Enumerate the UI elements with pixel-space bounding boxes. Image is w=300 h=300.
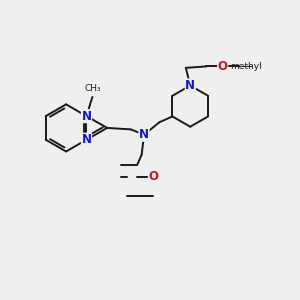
Text: N: N <box>139 128 149 141</box>
Text: CH₃: CH₃ <box>84 85 101 94</box>
Text: N: N <box>185 79 195 92</box>
Text: —: — <box>240 60 252 73</box>
Text: O: O <box>218 60 228 73</box>
Text: N: N <box>82 133 92 146</box>
Text: N: N <box>82 110 92 123</box>
Text: O: O <box>148 170 158 183</box>
Text: methyl: methyl <box>230 62 262 71</box>
